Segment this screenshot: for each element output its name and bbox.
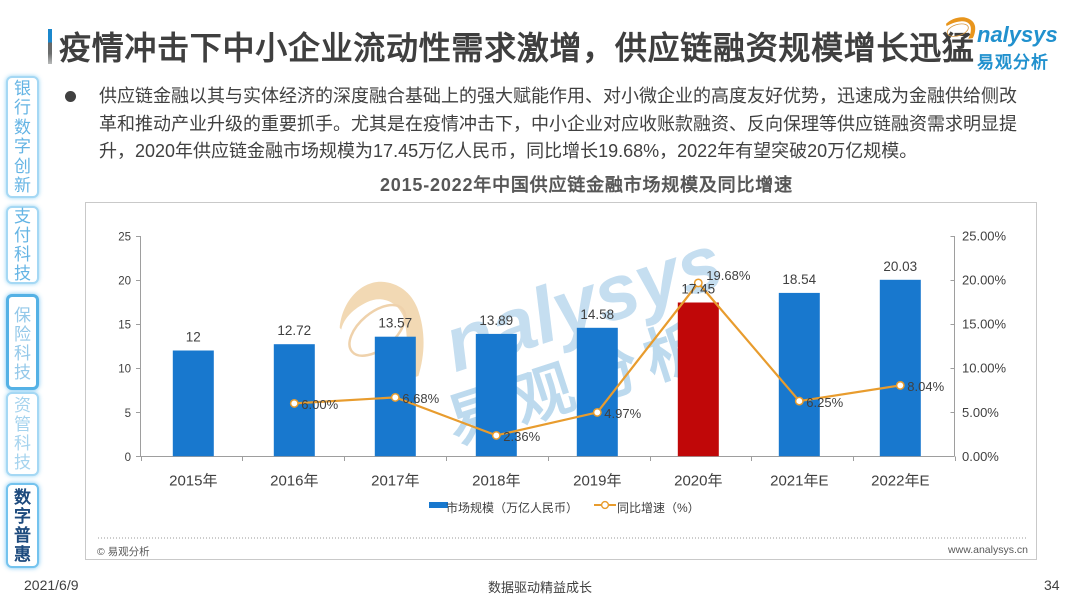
svg-text:5.00%: 5.00% [962, 405, 999, 420]
svg-text:2019年: 2019年 [573, 473, 621, 490]
svg-text:2021年E: 2021年E [770, 473, 828, 490]
svg-text:2016年: 2016年 [270, 473, 318, 490]
svg-text:14.58: 14.58 [580, 307, 614, 322]
svg-text:10: 10 [118, 364, 131, 376]
svg-text:19.68%: 19.68% [706, 268, 751, 283]
svg-text:6.00%: 6.00% [301, 397, 338, 412]
svg-text:市场规模（万亿人民币）: 市场规模（万亿人民币） [446, 500, 578, 515]
svg-text:15.00%: 15.00% [962, 317, 1007, 332]
svg-text:10.00%: 10.00% [962, 361, 1007, 376]
svg-text:6.25%: 6.25% [806, 395, 843, 410]
svg-text:12.72: 12.72 [277, 323, 311, 338]
svg-text:同比增速（%）: 同比增速（%） [617, 501, 700, 515]
svg-text:12: 12 [186, 330, 201, 345]
svg-text:13.89: 13.89 [479, 313, 513, 328]
svg-text:17.45: 17.45 [681, 282, 715, 297]
svg-text:13.57: 13.57 [378, 316, 412, 331]
svg-text:0: 0 [125, 452, 131, 464]
svg-text:6.68%: 6.68% [402, 391, 439, 406]
svg-text:18.54: 18.54 [782, 272, 816, 287]
svg-text:25.00%: 25.00% [962, 229, 1007, 244]
svg-text:15: 15 [118, 320, 131, 332]
svg-text:2017年: 2017年 [371, 473, 419, 490]
svg-text:20.03: 20.03 [883, 259, 917, 274]
svg-text:2020年: 2020年 [674, 473, 722, 490]
svg-text:8.04%: 8.04% [907, 379, 944, 394]
svg-text:2.36%: 2.36% [503, 429, 540, 444]
svg-text:2022年E: 2022年E [871, 473, 929, 490]
svg-text:2018年: 2018年 [472, 473, 520, 490]
svg-text:0.00%: 0.00% [962, 449, 999, 464]
svg-text:2015年: 2015年 [169, 473, 217, 490]
svg-text:20: 20 [118, 276, 131, 288]
svg-text:© 易观分析: © 易观分析 [97, 545, 150, 558]
svg-text:5: 5 [125, 408, 131, 420]
svg-text:20.00%: 20.00% [962, 273, 1007, 288]
svg-text:25: 25 [118, 232, 131, 244]
svg-text:4.97%: 4.97% [604, 406, 641, 421]
svg-text:www.analysys.cn: www.analysys.cn [947, 544, 1028, 556]
